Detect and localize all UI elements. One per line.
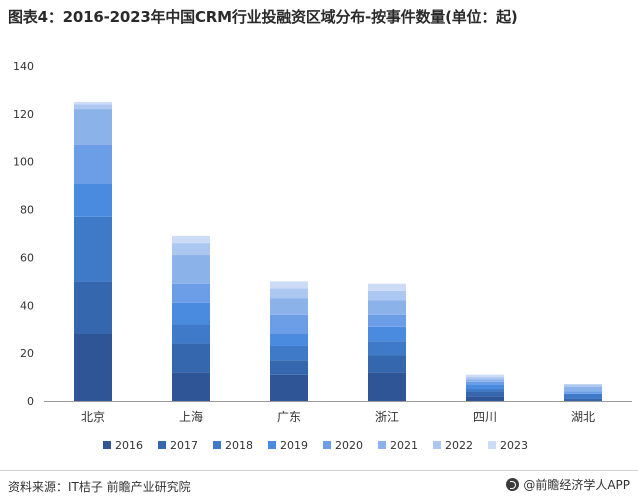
legend-label: 2016 bbox=[115, 439, 143, 452]
bar-segment bbox=[172, 372, 210, 401]
bar-segment bbox=[172, 302, 210, 325]
stacked-bar-chart: 0 20 40 60 80 100 120 140 北京 上海 广东 浙江 四川 湖北 2016 2017… bbox=[13, 60, 632, 452]
bar-segment bbox=[172, 255, 210, 284]
legend-label: 2023 bbox=[500, 439, 528, 452]
bar-segment bbox=[466, 374, 504, 378]
legend-label: 2017 bbox=[170, 439, 198, 452]
bar-segment bbox=[368, 314, 406, 327]
y-tick-label: 80 bbox=[20, 204, 34, 217]
bar-segment bbox=[466, 379, 504, 382]
bar-segment bbox=[172, 235, 210, 244]
bar-segment bbox=[74, 183, 112, 217]
legend-item: 2021 bbox=[378, 439, 418, 452]
legend-swatch bbox=[213, 441, 221, 449]
legend-swatch bbox=[103, 441, 111, 449]
bar-segment bbox=[172, 324, 210, 344]
brand-credit: @前瞻经济学人APP bbox=[506, 476, 630, 493]
x-category-label: 湖北 bbox=[571, 409, 595, 424]
source-note: 资料来源：IT桔子 前瞻产业研究院 bbox=[8, 480, 191, 494]
brand-text: @前瞻经济学人APP bbox=[523, 478, 630, 492]
x-category-label: 广东 bbox=[277, 410, 301, 424]
y-tick-label: 140 bbox=[13, 60, 34, 73]
x-category-label: 浙江 bbox=[375, 410, 399, 424]
footer: 资料来源：IT桔子 前瞻产业研究院 @前瞻经济学人APP bbox=[0, 470, 638, 503]
bar-segment bbox=[172, 343, 210, 373]
bar-segment bbox=[270, 345, 308, 361]
bar-segment bbox=[74, 101, 112, 105]
chart-title: 图表4：2016-2023年中国CRM行业投融资区域分布-按事件数量(单位：起) bbox=[8, 8, 518, 26]
bar-segment bbox=[368, 341, 406, 356]
y-axis: 0 20 40 60 80 100 120 140 bbox=[13, 60, 34, 408]
legend: 2016 2017 2018 2019 2020 2021 2022 2023 bbox=[103, 439, 528, 452]
legend-label: 2018 bbox=[225, 439, 253, 452]
bar-segment bbox=[74, 109, 112, 145]
bar-segment bbox=[466, 381, 504, 385]
y-tick-label: 60 bbox=[20, 251, 34, 264]
y-tick-label: 120 bbox=[13, 108, 34, 121]
legend-label: 2019 bbox=[280, 439, 308, 452]
legend-item: 2020 bbox=[323, 439, 363, 452]
bar-segment bbox=[270, 360, 308, 375]
bar-segment bbox=[466, 384, 504, 390]
bar-segment bbox=[466, 389, 504, 392]
bar-segment bbox=[466, 377, 504, 380]
bar-segment bbox=[270, 374, 308, 401]
x-category-label: 北京 bbox=[81, 410, 105, 424]
y-tick-label: 40 bbox=[20, 299, 34, 312]
x-axis: 北京 上海 广东 浙江 四川 湖北 bbox=[44, 401, 632, 424]
y-tick-label: 100 bbox=[13, 156, 34, 169]
bar-segment bbox=[564, 393, 602, 399]
bar-segment bbox=[368, 326, 406, 342]
bar-segment bbox=[466, 391, 504, 397]
legend-swatch bbox=[268, 441, 276, 449]
legend-item: 2016 bbox=[103, 439, 143, 452]
legend-swatch bbox=[378, 441, 386, 449]
legend-item: 2019 bbox=[268, 439, 308, 452]
bar-segment bbox=[172, 283, 210, 303]
footer-divider bbox=[0, 470, 638, 471]
legend-item: 2022 bbox=[433, 439, 473, 452]
bar-segment bbox=[368, 290, 406, 301]
legend-item: 2023 bbox=[488, 439, 528, 452]
bar-segment bbox=[74, 334, 112, 401]
bar-segment bbox=[74, 281, 112, 334]
bar-series-group bbox=[74, 101, 602, 401]
legend-item: 2017 bbox=[158, 439, 198, 452]
bar-segment bbox=[368, 283, 406, 291]
bar-segment bbox=[270, 288, 308, 299]
bar-segment bbox=[270, 334, 308, 346]
legend-label: 2022 bbox=[445, 439, 473, 452]
bar-segment bbox=[74, 216, 112, 282]
legend-swatch bbox=[323, 441, 331, 449]
bar-segment bbox=[172, 243, 210, 256]
x-category-label: 上海 bbox=[179, 409, 203, 424]
brand-logo-icon bbox=[506, 478, 520, 491]
bar-segment bbox=[466, 396, 504, 401]
bar-segment bbox=[74, 144, 112, 184]
x-category-label: 四川 bbox=[473, 410, 497, 424]
bar-segment bbox=[368, 372, 406, 401]
bar-segment bbox=[368, 300, 406, 315]
bar-segment bbox=[564, 384, 602, 387]
y-tick-label: 20 bbox=[20, 347, 34, 360]
legend-label: 2020 bbox=[335, 439, 363, 452]
bar-segment bbox=[564, 386, 602, 392]
bar-segment bbox=[74, 104, 112, 110]
bar-segment bbox=[564, 391, 602, 394]
y-tick-label: 0 bbox=[27, 395, 34, 408]
bar-segment bbox=[270, 281, 308, 289]
legend-swatch bbox=[488, 441, 496, 449]
legend-swatch bbox=[158, 441, 166, 449]
bar-segment bbox=[564, 398, 602, 401]
bar-segment bbox=[368, 355, 406, 373]
legend-label: 2021 bbox=[390, 439, 418, 452]
bar-segment bbox=[270, 314, 308, 334]
legend-swatch bbox=[433, 441, 441, 449]
bar-segment bbox=[270, 298, 308, 315]
legend-item: 2018 bbox=[213, 439, 253, 452]
